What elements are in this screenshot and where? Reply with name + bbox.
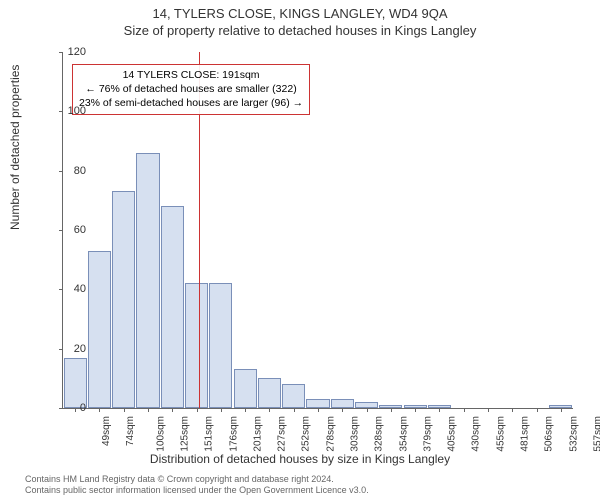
histogram-bar <box>185 283 208 408</box>
annotation-line: 23% of semi-detached houses are larger (… <box>79 96 303 110</box>
y-tick-label: 120 <box>46 46 86 58</box>
y-tick-label: 0 <box>46 402 86 414</box>
x-tick-label: 405sqm <box>447 416 458 452</box>
histogram-bar <box>282 384 305 408</box>
y-tick-label: 60 <box>46 224 86 236</box>
footer-line2: Contains public sector information licen… <box>25 485 369 496</box>
x-tick-label: 379sqm <box>422 416 433 452</box>
histogram-chart: 14, TYLERS CLOSE, KINGS LANGLEY, WD4 9QA… <box>0 0 600 500</box>
x-tick-label: 100sqm <box>155 416 166 452</box>
x-tick-label: 506sqm <box>544 416 555 452</box>
histogram-bar <box>161 206 184 408</box>
footer-line1: Contains HM Land Registry data © Crown c… <box>25 474 369 485</box>
x-tick-label: 532sqm <box>568 416 579 452</box>
x-axis-label: Distribution of detached houses by size … <box>0 452 600 466</box>
histogram-bar <box>136 153 159 408</box>
x-tick-label: 49sqm <box>101 416 112 446</box>
y-tick-label: 20 <box>46 343 86 355</box>
x-tick-label: 557sqm <box>592 416 600 452</box>
annotation-line: 14 TYLERS CLOSE: 191sqm <box>79 68 303 82</box>
chart-subtitle: Size of property relative to detached ho… <box>0 23 600 40</box>
histogram-bar <box>258 378 281 408</box>
x-tick-label: 252sqm <box>301 416 312 452</box>
x-tick-label: 481sqm <box>520 416 531 452</box>
x-tick-label: 455sqm <box>495 416 506 452</box>
footer-attribution: Contains HM Land Registry data © Crown c… <box>25 474 369 496</box>
histogram-bar <box>64 358 87 408</box>
y-tick-label: 40 <box>46 283 86 295</box>
x-tick-label: 278sqm <box>325 416 336 452</box>
x-tick-label: 176sqm <box>228 416 239 452</box>
x-tick-label: 303sqm <box>350 416 361 452</box>
x-tick-label: 151sqm <box>204 416 215 452</box>
x-tick-label: 125sqm <box>180 416 191 452</box>
histogram-bar <box>331 399 354 408</box>
histogram-bar <box>112 191 135 408</box>
histogram-bar <box>88 251 111 408</box>
annotation-box: 14 TYLERS CLOSE: 191sqm← 76% of detached… <box>72 64 310 115</box>
histogram-bar <box>306 399 329 408</box>
y-tick-label: 100 <box>46 105 86 117</box>
histogram-bar <box>234 369 257 408</box>
chart-title: 14, TYLERS CLOSE, KINGS LANGLEY, WD4 9QA <box>0 0 600 23</box>
x-tick-label: 74sqm <box>125 416 136 446</box>
x-tick-label: 354sqm <box>398 416 409 452</box>
x-tick-label: 201sqm <box>252 416 263 452</box>
annotation-line: ← 76% of detached houses are smaller (32… <box>79 82 303 96</box>
y-axis-label: Number of detached properties <box>8 65 22 230</box>
histogram-bar <box>209 283 232 408</box>
x-tick-label: 227sqm <box>277 416 288 452</box>
x-tick-label: 328sqm <box>374 416 385 452</box>
y-tick-label: 80 <box>46 165 86 177</box>
x-tick-label: 430sqm <box>471 416 482 452</box>
